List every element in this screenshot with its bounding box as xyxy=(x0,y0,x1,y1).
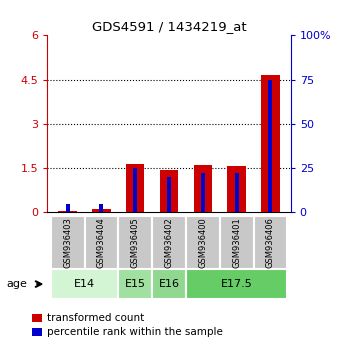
FancyBboxPatch shape xyxy=(220,216,254,269)
Text: GSM936405: GSM936405 xyxy=(131,217,140,268)
Text: GSM936402: GSM936402 xyxy=(165,217,173,268)
Bar xyxy=(133,168,137,212)
FancyBboxPatch shape xyxy=(118,269,152,299)
Bar xyxy=(99,204,103,212)
Bar xyxy=(66,204,70,212)
Text: GSM936401: GSM936401 xyxy=(232,217,241,268)
Text: E16: E16 xyxy=(159,279,179,289)
FancyBboxPatch shape xyxy=(186,269,287,299)
Bar xyxy=(193,165,212,212)
FancyBboxPatch shape xyxy=(51,269,118,299)
Bar xyxy=(201,173,205,212)
Bar xyxy=(160,170,178,212)
FancyBboxPatch shape xyxy=(152,216,186,269)
Text: E14: E14 xyxy=(74,279,95,289)
FancyBboxPatch shape xyxy=(152,269,186,299)
Bar xyxy=(167,177,171,212)
Title: GDS4591 / 1434219_at: GDS4591 / 1434219_at xyxy=(92,20,246,33)
Legend: transformed count, percentile rank within the sample: transformed count, percentile rank withi… xyxy=(32,313,223,337)
FancyBboxPatch shape xyxy=(51,216,84,269)
Text: GSM936406: GSM936406 xyxy=(266,217,275,268)
FancyBboxPatch shape xyxy=(118,216,152,269)
Bar xyxy=(261,75,280,212)
Bar xyxy=(227,166,246,212)
Text: GSM936403: GSM936403 xyxy=(63,217,72,268)
Text: age: age xyxy=(6,279,27,289)
Bar xyxy=(235,173,239,212)
Bar xyxy=(268,80,272,212)
FancyBboxPatch shape xyxy=(84,216,118,269)
Bar xyxy=(92,209,111,212)
Bar xyxy=(58,211,77,212)
Text: GSM936404: GSM936404 xyxy=(97,217,106,268)
Text: E15: E15 xyxy=(125,279,146,289)
Text: GSM936400: GSM936400 xyxy=(198,217,207,268)
Bar xyxy=(126,164,145,212)
FancyBboxPatch shape xyxy=(186,216,220,269)
FancyBboxPatch shape xyxy=(254,216,287,269)
Text: E17.5: E17.5 xyxy=(221,279,252,289)
